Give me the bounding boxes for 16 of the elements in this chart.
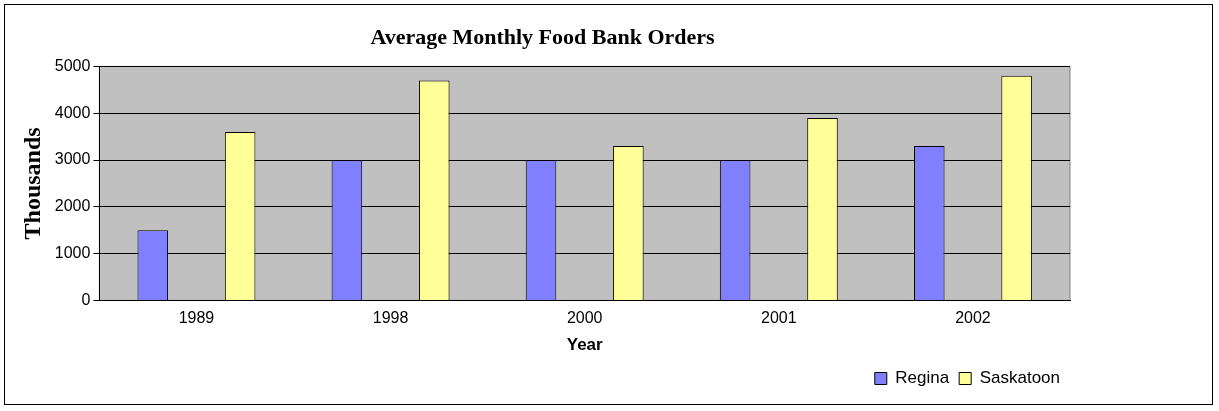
y-tick-label: 1000 — [54, 244, 91, 262]
y-tick-label: 0 — [81, 290, 91, 308]
x-tick-label: 1998 — [372, 309, 409, 327]
legend-label: Saskatoon — [979, 368, 1061, 388]
y-axis-title: Thousands — [18, 127, 45, 240]
legend-label: Regina — [895, 368, 950, 388]
x-tick-label: 1989 — [178, 309, 215, 327]
chart-title: Average Monthly Food Bank Orders — [370, 23, 716, 49]
x-tick-label: 2000 — [566, 309, 603, 327]
y-tick-label: 4000 — [54, 103, 91, 121]
x-tick-label: 2001 — [761, 309, 797, 327]
y-tick-label: 5000 — [54, 56, 91, 74]
x-tick-label: 2002 — [955, 309, 991, 327]
x-axis-title: Year — [566, 335, 604, 355]
y-tick-label: 2000 — [54, 197, 91, 215]
y-tick-label: 3000 — [54, 150, 91, 168]
